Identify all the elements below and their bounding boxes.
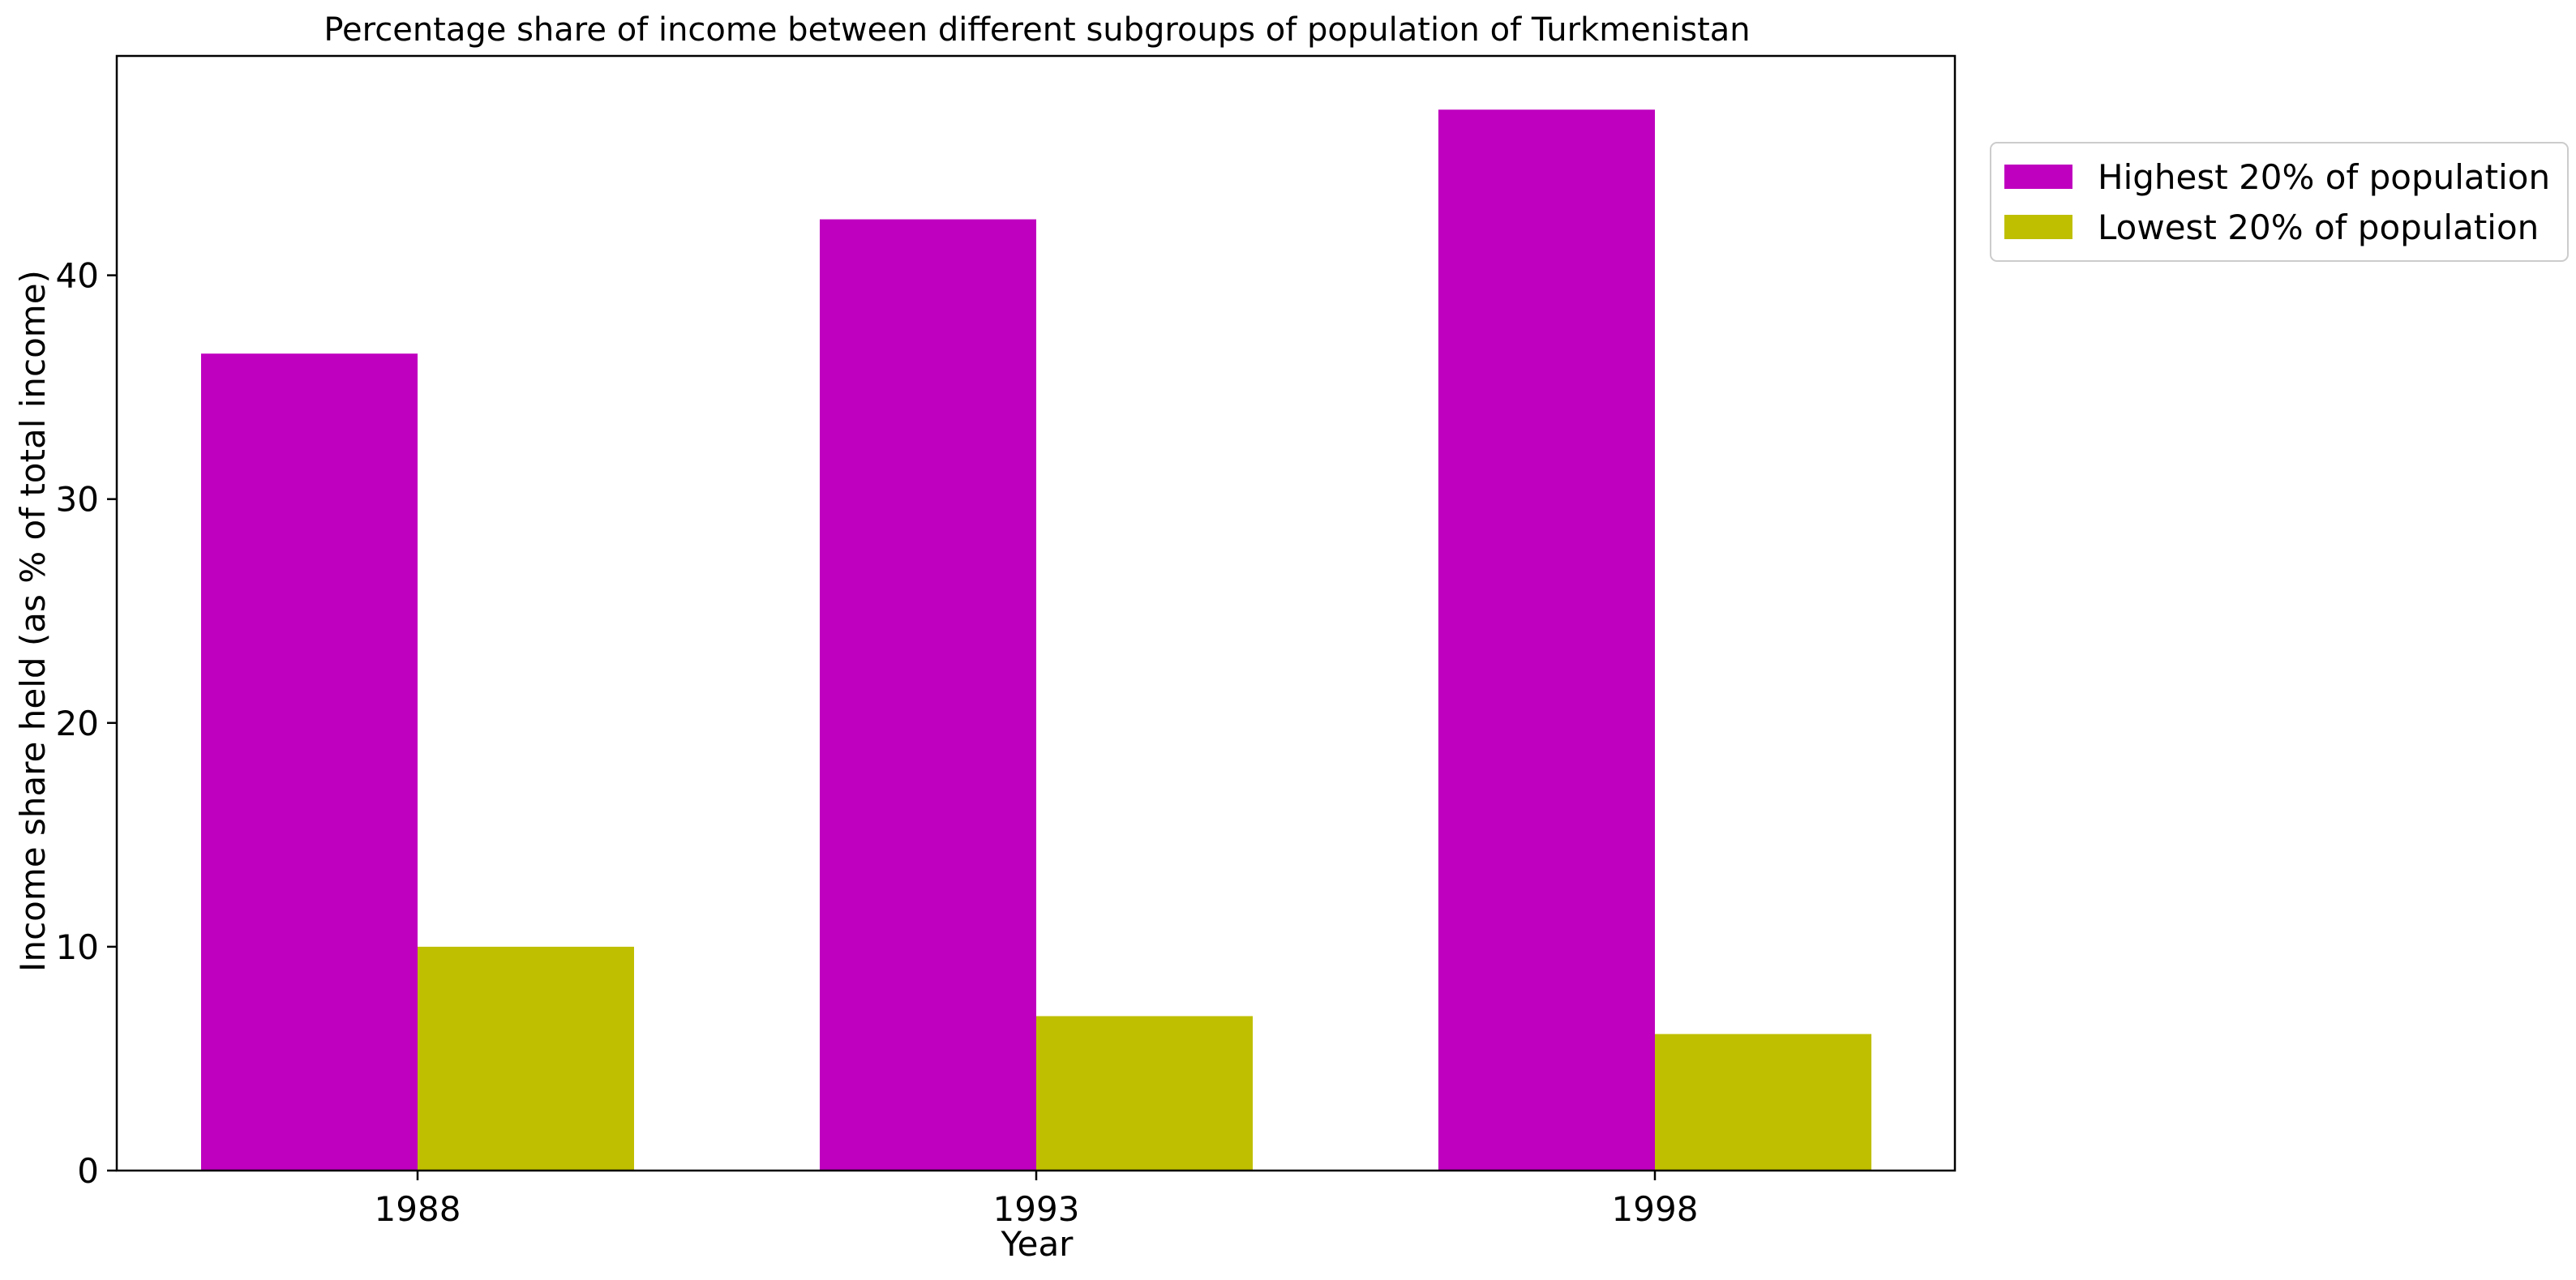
bar-highest-20-1998: [1438, 109, 1655, 1171]
y-tick-label-0: 0: [77, 1151, 99, 1191]
legend-swatch-highest-20: [2004, 165, 2072, 189]
chart-title: Percentage share of income between diffe…: [324, 11, 1750, 49]
x-axis-label: Year: [1001, 1224, 1074, 1264]
x-tick-label-1998: 1998: [1612, 1189, 1699, 1229]
bar-highest-20-1993: [820, 219, 1036, 1171]
bar-lowest-20-1993: [1036, 1016, 1253, 1171]
legend-label-highest-20: Highest 20% of population: [2098, 157, 2550, 197]
y-tick-label-40: 40: [56, 256, 99, 296]
legend-label-lowest-20: Lowest 20% of population: [2098, 208, 2539, 247]
bar-lowest-20-1988: [418, 946, 634, 1171]
y-axis-ticks: 0 10 20 30 40: [56, 256, 117, 1191]
legend-swatch-lowest-20: [2004, 215, 2072, 239]
y-axis-label: Income share held (as % of total income): [13, 270, 53, 972]
legend: Highest 20% of population Lowest 20% of …: [1990, 142, 2569, 262]
x-axis-ticks: 1988 1993 1998: [375, 1171, 1699, 1229]
legend-frame: [1990, 142, 2569, 262]
bars-layer: [201, 109, 1871, 1171]
bar-highest-20-1988: [201, 353, 418, 1171]
x-tick-label-1993: 1993: [993, 1189, 1080, 1229]
y-tick-label-10: 10: [56, 927, 99, 967]
y-tick-label-20: 20: [56, 704, 99, 743]
bar-lowest-20-1998: [1655, 1034, 1871, 1171]
x-tick-label-1988: 1988: [375, 1189, 461, 1229]
y-tick-label-30: 30: [56, 480, 99, 520]
